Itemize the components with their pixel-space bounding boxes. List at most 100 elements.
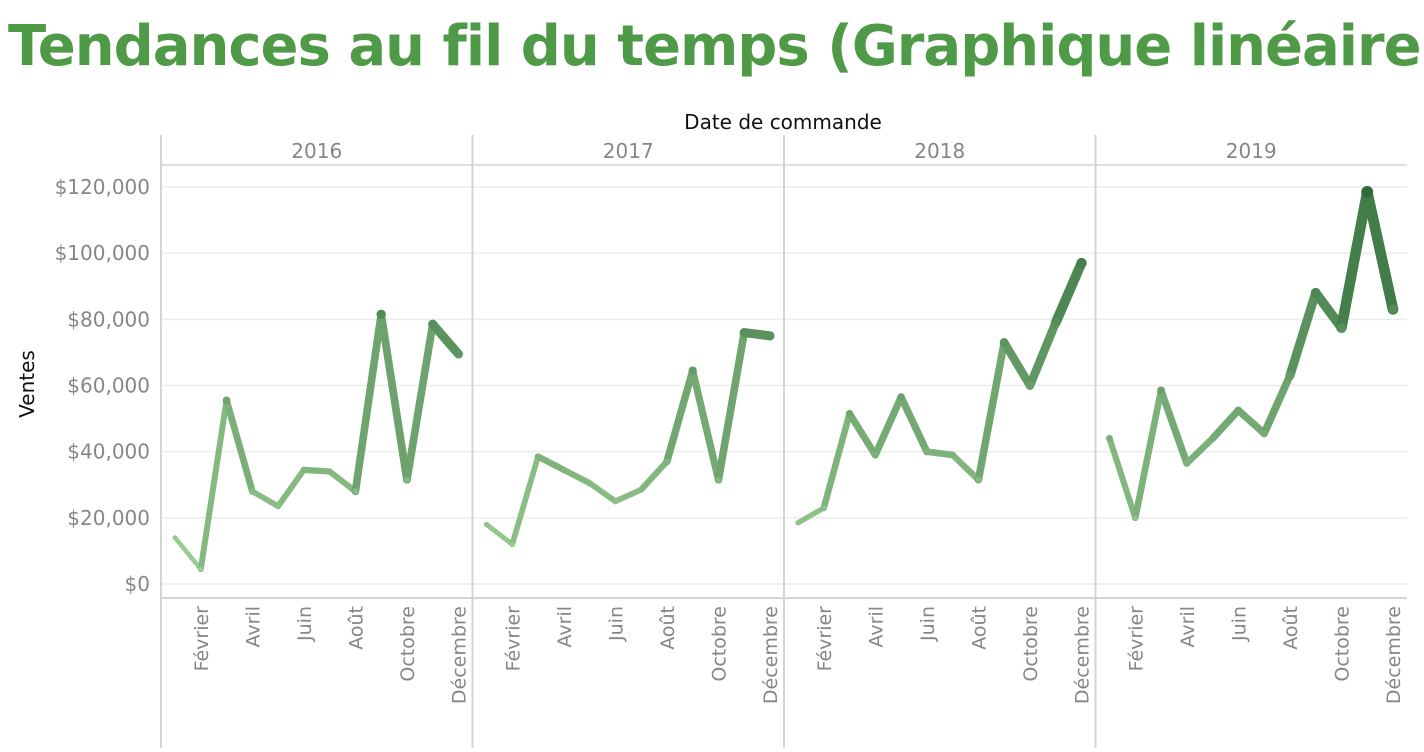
data-point-2017 [765, 331, 775, 341]
y-axis-ticks: $0 $20,000 $40,000 $60,000 $80,000 $100,000 $1… [55, 175, 150, 596]
x-tick-label: Août [1280, 606, 1302, 650]
data-point-2017 [509, 541, 515, 547]
line-segment-2018 [949, 451, 982, 483]
year-headers: 2016 2017 2018 2019 [291, 139, 1276, 163]
data-point-2018 [1051, 318, 1061, 328]
data-point-2018 [975, 476, 982, 483]
line-segment-2016 [300, 466, 333, 475]
data-point-2019 [1361, 186, 1374, 198]
line-segment-2017 [560, 466, 593, 487]
line-segment-2016 [326, 468, 359, 495]
line-segment-2016 [428, 319, 463, 359]
y-tick-label: $120,000 [55, 175, 150, 199]
line-segment-2019 [1310, 288, 1347, 333]
data-point-2017 [663, 458, 671, 465]
x-tick-label: Décembre [760, 606, 782, 704]
data-point-2017 [638, 486, 645, 493]
line-segment-2018 [897, 393, 931, 456]
line-segment-2018 [795, 505, 827, 526]
x-tick-label: Juin [605, 606, 627, 642]
series-layer [172, 186, 1399, 573]
year-header-2017: 2017 [603, 139, 654, 163]
panel-frames [160, 135, 1407, 748]
series-2016 [172, 309, 463, 573]
line-segment-2016 [403, 320, 437, 484]
data-point-2016 [428, 319, 438, 329]
data-point-2019 [1234, 406, 1243, 415]
y-tick-label: $80,000 [67, 307, 150, 331]
line-segment-2016 [197, 397, 230, 573]
x-tick-label: Juin [1228, 606, 1250, 642]
x-tick-label: Août [968, 606, 990, 650]
x-tick-label: Avril [865, 606, 887, 648]
data-point-2018 [845, 409, 854, 418]
line-segment-2017 [534, 453, 568, 474]
line-segment-2016 [249, 488, 281, 510]
series-2017 [483, 328, 775, 548]
data-point-2016 [300, 466, 308, 474]
x-tick-label: Avril [242, 606, 264, 648]
y-tick-label: $40,000 [67, 440, 150, 464]
line-segment-2019 [1336, 186, 1373, 333]
line-segment-2019 [1131, 387, 1165, 522]
data-point-2016 [275, 503, 281, 510]
data-point-2019 [1336, 323, 1347, 333]
data-point-2018 [1076, 257, 1087, 269]
data-point-2019 [1260, 429, 1268, 437]
data-point-2016 [198, 566, 203, 572]
data-point-2018 [999, 338, 1009, 347]
x-tick-label: Octobre [708, 606, 730, 682]
x-tick-label: Décembre [449, 606, 471, 704]
line-segment-2017 [714, 328, 749, 484]
line-segment-2019 [1208, 406, 1242, 443]
line-segment-2018 [923, 448, 956, 459]
y-tick-label: $0 [125, 572, 150, 596]
year-header-2018: 2018 [914, 139, 965, 163]
line-segment-2018 [846, 410, 879, 459]
line-segment-2018 [974, 338, 1008, 484]
data-point-2019 [1183, 460, 1191, 467]
x-tick-label: Octobre [1331, 606, 1353, 682]
data-point-2016 [249, 488, 256, 495]
x-tick-label: Avril [1177, 606, 1199, 648]
line-segment-2018 [871, 393, 905, 459]
data-point-2017 [534, 453, 542, 460]
data-point-2017 [715, 476, 722, 483]
x-tick-label: Février [191, 606, 213, 672]
data-point-2019 [1106, 434, 1113, 442]
y-tick-label: $60,000 [67, 374, 150, 398]
data-point-2018 [923, 448, 931, 455]
line-segment-2016 [351, 310, 386, 496]
data-point-2016 [376, 309, 386, 320]
x-tick-label: Août [345, 606, 367, 650]
data-point-2017 [560, 466, 567, 474]
line-segment-2016 [172, 535, 204, 572]
data-point-2016 [352, 488, 359, 495]
line-segment-2018 [999, 338, 1035, 390]
data-point-2017 [739, 328, 749, 338]
data-point-2016 [326, 468, 333, 475]
data-point-2018 [795, 520, 801, 526]
line-segment-2017 [663, 366, 697, 466]
x-tick-label: Février [814, 606, 836, 672]
data-point-2017 [612, 498, 619, 505]
x-tick-label: Octobre [397, 606, 419, 682]
line-segment-2017 [509, 453, 541, 548]
data-point-2018 [949, 451, 956, 459]
data-point-2019 [1209, 434, 1217, 442]
column-header: Date de commande [684, 110, 882, 134]
data-point-2017 [586, 480, 593, 487]
line-segment-2017 [638, 458, 671, 493]
series-2018 [795, 257, 1087, 526]
data-point-2016 [222, 396, 231, 405]
data-point-2019 [1157, 386, 1165, 395]
line-segment-2017 [484, 521, 515, 547]
data-point-2018 [872, 451, 879, 459]
line-segment-2019 [1106, 435, 1139, 521]
y-tick-label: $100,000 [55, 241, 150, 265]
data-point-2016 [454, 349, 463, 359]
line-segment-2019 [1157, 386, 1191, 467]
data-point-2019 [1132, 515, 1138, 521]
x-tick-label: Décembre [1383, 606, 1405, 704]
x-tick-label: Août [657, 606, 679, 650]
